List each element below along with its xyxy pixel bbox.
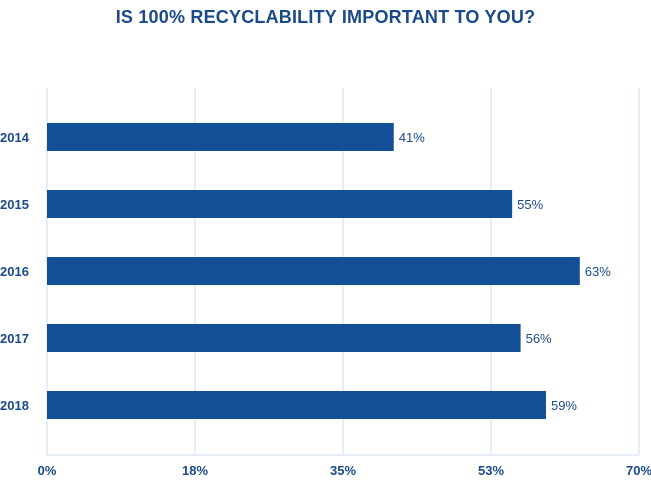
- chart-title: IS 100% RECYCLABILITY IMPORTANT TO YOU?: [115, 7, 536, 27]
- bar: [47, 123, 394, 151]
- data-label: 41%: [399, 130, 425, 145]
- bar: [47, 324, 521, 352]
- bar: [47, 257, 580, 285]
- bar: [47, 190, 513, 218]
- x-tick-label: 0%: [38, 463, 57, 478]
- labels: 0% 18% 35% 53% 70% 2014 41% 2015 55% 2016 63% 2017 5…: [0, 130, 651, 478]
- category-label: 2018: [0, 398, 29, 413]
- category-label: 2014: [0, 130, 30, 145]
- data-label: 59%: [551, 398, 577, 413]
- x-tick-label: 53%: [478, 463, 504, 478]
- bars: [47, 123, 580, 419]
- data-label: 63%: [585, 264, 611, 279]
- data-label: 56%: [526, 331, 552, 346]
- category-label: 2016: [0, 264, 29, 279]
- x-tick-label: 70%: [626, 463, 651, 478]
- data-label: 55%: [517, 197, 543, 212]
- x-tick-label: 35%: [330, 463, 356, 478]
- bar: [47, 391, 546, 419]
- category-label: 2015: [0, 197, 29, 212]
- x-tick-label: 18%: [182, 463, 208, 478]
- category-label: 2017: [0, 331, 29, 346]
